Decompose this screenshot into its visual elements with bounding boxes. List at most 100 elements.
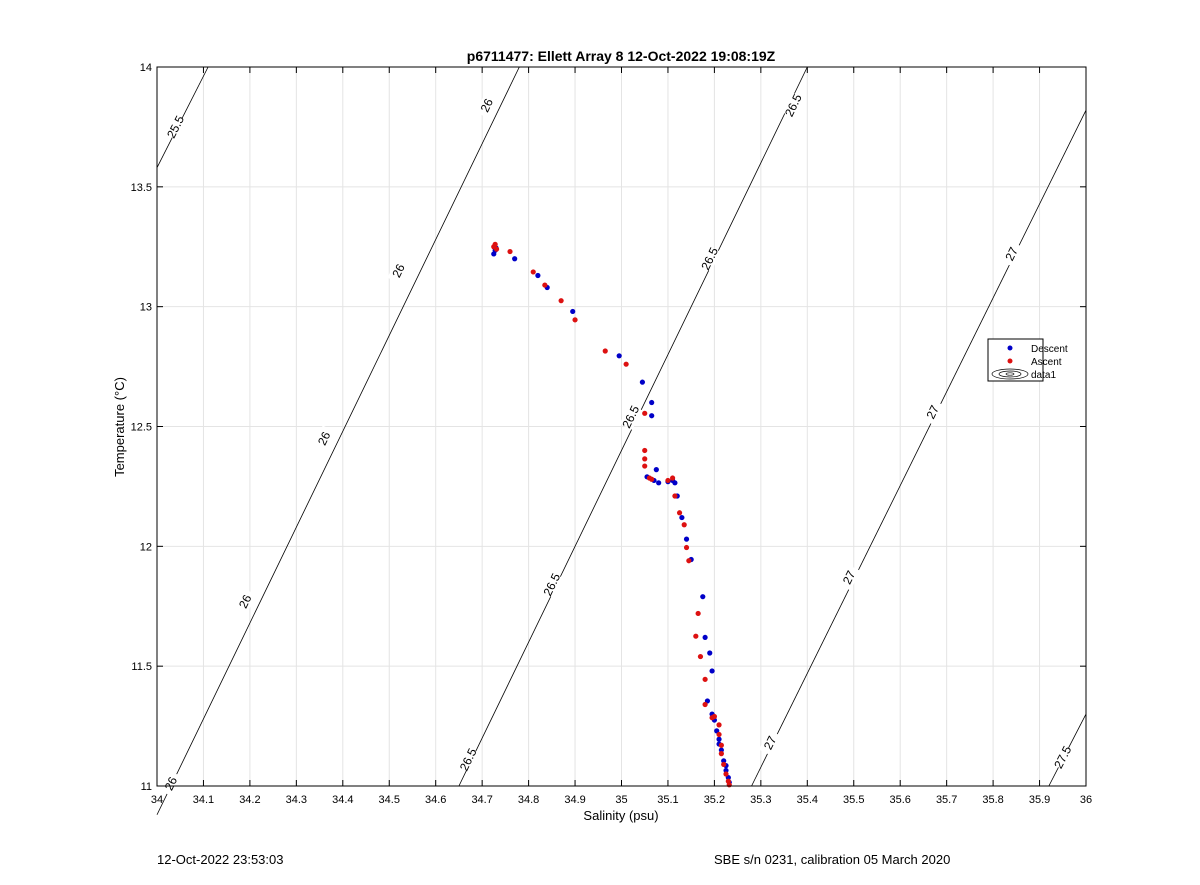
point-ascent: [542, 282, 548, 288]
x-tick-label: 35.7: [936, 794, 957, 806]
footer-calibration: SBE s/n 0231, calibration 05 March 2020: [714, 852, 951, 867]
contour-label-bg: [475, 92, 498, 119]
contour-label: 26.5: [698, 245, 721, 272]
point-descent: [723, 767, 729, 774]
point-descent: [649, 413, 655, 419]
point-ascent: [681, 522, 687, 528]
point-descent: [683, 536, 690, 542]
point-ascent: [676, 510, 683, 516]
x-tick-label: 36: [1080, 794, 1092, 806]
point-descent: [649, 399, 655, 406]
y-tick-label: 13: [140, 302, 152, 314]
point-ascent: [721, 761, 727, 768]
point-descent: [679, 514, 685, 521]
point-descent: [707, 650, 713, 656]
point-ascent: [642, 447, 648, 454]
point-ascent: [702, 676, 708, 682]
contour-label-bg: [164, 113, 187, 140]
point-ascent: [602, 348, 608, 354]
contour-label: 27: [923, 403, 942, 421]
x-tick-label: 35.9: [1029, 794, 1050, 806]
y-tick-label: 11: [141, 781, 152, 793]
contour-label-bg: [387, 257, 410, 284]
point-descent: [718, 747, 724, 753]
y-tick-label: 11.5: [131, 661, 152, 673]
point-descent: [639, 379, 646, 385]
point-ascent: [642, 463, 648, 469]
contour-label-bg: [457, 746, 480, 773]
point-ascent: [711, 713, 718, 720]
point-ascent: [716, 731, 722, 738]
contour-label: 26: [389, 261, 408, 279]
x-tick-label: 34.3: [286, 794, 307, 806]
x-tick-label: 35.8: [982, 794, 1003, 806]
x-tick-label: 34.1: [193, 794, 214, 806]
point-descent: [570, 308, 576, 315]
contour-label-bg: [234, 588, 257, 615]
point-ascent: [493, 246, 500, 252]
point-descent: [512, 256, 518, 262]
y-axis-label: Temperature (°C): [112, 377, 127, 477]
contour-label: 26: [478, 96, 497, 114]
x-tick-label: 34.8: [518, 794, 539, 806]
point-ascent: [507, 248, 513, 255]
point-ascent: [623, 361, 629, 367]
y-tick-label: 13.5: [131, 182, 152, 194]
legend-label-ascent: Ascent: [1031, 357, 1062, 368]
point-descent: [653, 467, 659, 473]
point-ascent: [649, 476, 655, 482]
contour-line-27: [751, 109, 1087, 787]
contour-label: 27: [1002, 245, 1021, 263]
contour-label: 25.5: [164, 113, 187, 140]
contour-label-bg: [698, 245, 721, 272]
point-ascent: [716, 722, 722, 728]
point-descent: [709, 668, 715, 674]
axis-ticks: 34 34.1 34.2 34.3 34.4 34.5 34.6 34.7 34.8 34.9 35…: [131, 62, 1093, 806]
point-ascent: [530, 269, 536, 275]
contour-label: 26.5: [540, 571, 563, 598]
x-tick-label: 34.2: [239, 794, 260, 806]
contour-label-bg: [313, 425, 336, 452]
contour-label-bg: [159, 770, 183, 797]
point-ascent: [718, 742, 724, 748]
contour-label-bg: [1051, 744, 1075, 771]
contour-label-bg: [619, 403, 642, 430]
x-axis-label: Salinity (psu): [583, 808, 658, 823]
x-tick-label: 34.4: [332, 794, 353, 806]
point-descent: [721, 758, 727, 764]
x-tick-label: 35.1: [657, 794, 678, 806]
point-descent: [700, 594, 706, 600]
x-tick-label: 35.4: [797, 794, 818, 806]
contour-label: 26: [236, 592, 255, 610]
point-ascent: [683, 544, 690, 551]
x-tick-label: 34.5: [379, 794, 400, 806]
contour-label: 26.5: [782, 91, 805, 118]
point-descent: [535, 272, 541, 279]
contour-label-bg: [1000, 240, 1023, 267]
x-tick-label: 34.6: [425, 794, 446, 806]
contour-line-25-5: [156, 66, 209, 168]
point-ascent: [558, 298, 564, 304]
x-tick-label: 35: [615, 794, 627, 806]
x-tick-label: 35.2: [704, 794, 725, 806]
point-ascent: [693, 633, 699, 639]
point-ascent: [492, 241, 498, 247]
legend-box: [987, 338, 1044, 382]
point-ascent: [669, 475, 676, 481]
contour-icon: [991, 368, 1029, 380]
contour-label: 26: [315, 429, 334, 447]
contour-line-26: [156, 66, 520, 815]
point-ascent: [695, 610, 701, 617]
point-ascent: [642, 410, 648, 416]
legend-marker-descent: [1007, 345, 1013, 351]
point-ascent: [723, 771, 729, 777]
legend-label-descent: Descent: [1031, 344, 1068, 355]
contour-label: 27: [840, 568, 859, 586]
point-descent: [672, 480, 678, 486]
point-descent: [616, 353, 622, 359]
point-descent: [656, 480, 662, 486]
data-points: [491, 241, 732, 788]
y-tick-label: 14: [140, 62, 152, 74]
legend-marker-ascent: [1007, 358, 1013, 364]
